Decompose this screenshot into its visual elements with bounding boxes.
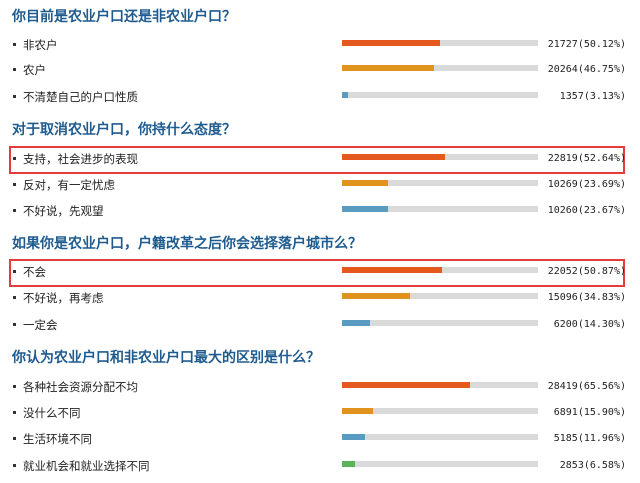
poll-option: 不好说，再考虑 15096(34.83%) xyxy=(0,289,640,309)
vote-count: 20264(46.75%) xyxy=(547,64,626,75)
poll-option: 就业机会和就业选择不同 2853(6.58%) xyxy=(0,457,640,477)
question-title: 你认为农业户口和非农业户口最大的区别是什么？ xyxy=(12,350,320,366)
vote-count: 15096(34.83%) xyxy=(547,292,626,303)
poll-option: 反对，有一定忧虑 10269(23.69%) xyxy=(0,176,640,196)
option-label: 生活环境不同 xyxy=(23,432,92,446)
result-bar-track xyxy=(342,267,538,273)
highlight-box xyxy=(9,259,625,287)
bullet-icon xyxy=(13,323,16,326)
bullet-icon xyxy=(13,43,16,46)
vote-count: 21727(50.12%) xyxy=(547,39,626,50)
result-bar-fill xyxy=(342,92,348,98)
result-bar-track xyxy=(342,293,538,299)
poll-option: 不好说，先观望 10260(23.67%) xyxy=(0,202,640,222)
vote-count: 6200(14.30%) xyxy=(553,319,626,330)
poll-option: 农户 20264(46.75%) xyxy=(0,61,640,81)
poll-option: 非农户 21727(50.12%) xyxy=(0,36,640,56)
result-bar-fill xyxy=(342,320,370,326)
result-bar-fill xyxy=(342,154,445,160)
option-label: 非农户 xyxy=(23,38,58,52)
result-bar-track xyxy=(342,408,538,414)
vote-count: 28419(65.56%) xyxy=(547,381,626,392)
result-bar-fill xyxy=(342,382,470,388)
option-label: 支持，社会进步的表现 xyxy=(23,152,138,166)
result-bar-track xyxy=(342,206,538,212)
result-bar-fill xyxy=(342,206,388,212)
result-bar-track xyxy=(342,65,538,71)
poll-option: 各种社会资源分配不均 28419(65.56%) xyxy=(0,378,640,398)
option-label: 不好说，再考虑 xyxy=(23,291,104,305)
result-bar-track xyxy=(342,92,538,98)
poll-option: 不清楚自己的户口性质 1357(3.13%) xyxy=(0,88,640,108)
question-title: 你目前是农业户口还是非农业户口？ xyxy=(12,9,236,25)
result-bar-track xyxy=(342,180,538,186)
result-bar-fill xyxy=(342,461,355,467)
option-label: 不好说，先观望 xyxy=(23,204,104,218)
vote-count: 2853(6.58%) xyxy=(559,460,626,471)
option-label: 各种社会资源分配不均 xyxy=(23,380,138,394)
bullet-icon xyxy=(13,157,16,160)
poll-option: 生活环境不同 5185(11.96%) xyxy=(0,430,640,450)
vote-count: 5185(11.96%) xyxy=(553,433,626,444)
bullet-icon xyxy=(13,385,16,388)
question-title: 如果你是农业户口，户籍改革之后你会选择落户城市么？ xyxy=(12,236,362,252)
result-bar-fill xyxy=(342,293,410,299)
option-label: 一定会 xyxy=(23,318,58,332)
bullet-icon xyxy=(13,270,16,273)
result-bar-track xyxy=(342,40,538,46)
bullet-icon xyxy=(13,183,16,186)
bullet-icon xyxy=(13,464,16,467)
result-bar-track xyxy=(342,434,538,440)
vote-count: 10260(23.67%) xyxy=(547,205,626,216)
bullet-icon xyxy=(13,209,16,212)
result-bar-fill xyxy=(342,40,440,46)
bullet-icon xyxy=(13,296,16,299)
result-bar-fill xyxy=(342,180,388,186)
bullet-icon xyxy=(13,411,16,414)
question-title: 对于取消农业户口，你持什么态度？ xyxy=(12,122,236,138)
option-label: 农户 xyxy=(23,63,46,77)
result-bar-fill xyxy=(342,434,365,440)
result-bar-fill xyxy=(342,408,373,414)
option-label: 不会 xyxy=(23,265,46,279)
poll-option: 不会 22052(50.87%) xyxy=(0,263,640,283)
result-bar-track xyxy=(342,382,538,388)
result-bar-fill xyxy=(342,267,442,273)
poll-option: 没什么不同 6891(15.90%) xyxy=(0,404,640,424)
bullet-icon xyxy=(13,95,16,98)
bullet-icon xyxy=(13,68,16,71)
vote-count: 1357(3.13%) xyxy=(559,91,626,102)
result-bar-track xyxy=(342,320,538,326)
vote-count: 22052(50.87%) xyxy=(547,266,626,277)
result-bar-track xyxy=(342,154,538,160)
option-label: 反对，有一定忧虑 xyxy=(23,178,115,192)
result-bar-fill xyxy=(342,65,434,71)
option-label: 就业机会和就业选择不同 xyxy=(23,459,150,473)
vote-count: 6891(15.90%) xyxy=(553,407,626,418)
bullet-icon xyxy=(13,437,16,440)
option-label: 不清楚自己的户口性质 xyxy=(23,90,138,104)
vote-count: 10269(23.69%) xyxy=(547,179,626,190)
poll-option: 支持，社会进步的表现 22819(52.64%) xyxy=(0,150,640,170)
poll-option: 一定会 6200(14.30%) xyxy=(0,316,640,336)
highlight-box xyxy=(9,146,625,174)
vote-count: 22819(52.64%) xyxy=(547,153,626,164)
result-bar-track xyxy=(342,461,538,467)
option-label: 没什么不同 xyxy=(23,406,81,420)
